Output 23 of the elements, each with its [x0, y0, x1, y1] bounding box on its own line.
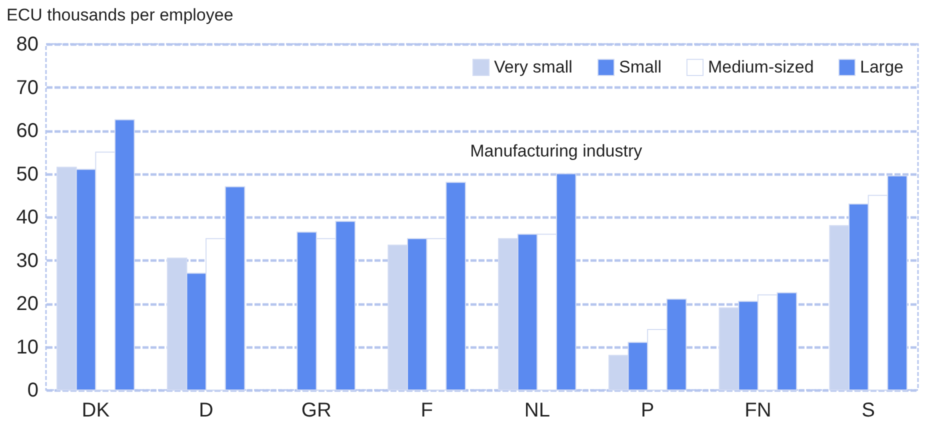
x-tick-label: DK	[82, 400, 110, 422]
x-tick-label: F	[420, 400, 433, 422]
y-tick-label: 10	[16, 336, 38, 358]
legend-label: Very small	[494, 57, 572, 76]
x-tick-label: NL	[524, 400, 550, 422]
y-tick-label: 60	[16, 120, 38, 142]
legend-label: Large	[860, 57, 904, 76]
x-tick-label: FN	[744, 400, 772, 422]
y-tick-label: 80	[16, 34, 38, 56]
x-tick-label: GR	[301, 400, 332, 422]
y-tick-label: 20	[16, 293, 38, 315]
y-tick-label: 50	[16, 163, 38, 186]
y-axis-title: ECU thousands per employee	[6, 6, 234, 24]
x-tick-label: P	[640, 400, 654, 422]
y-tick-label: 30	[16, 250, 38, 272]
y-tick-label: 40	[16, 206, 38, 228]
legend-label: Small	[619, 57, 662, 76]
legend-label: Medium-sized	[708, 57, 814, 76]
annotation: Manufacturing industry	[470, 141, 643, 160]
x-tick-label: S	[862, 400, 875, 422]
y-tick-label: 0	[27, 380, 38, 402]
x-tick-label: D	[198, 400, 214, 422]
y-tick-label: 70	[16, 76, 38, 99]
